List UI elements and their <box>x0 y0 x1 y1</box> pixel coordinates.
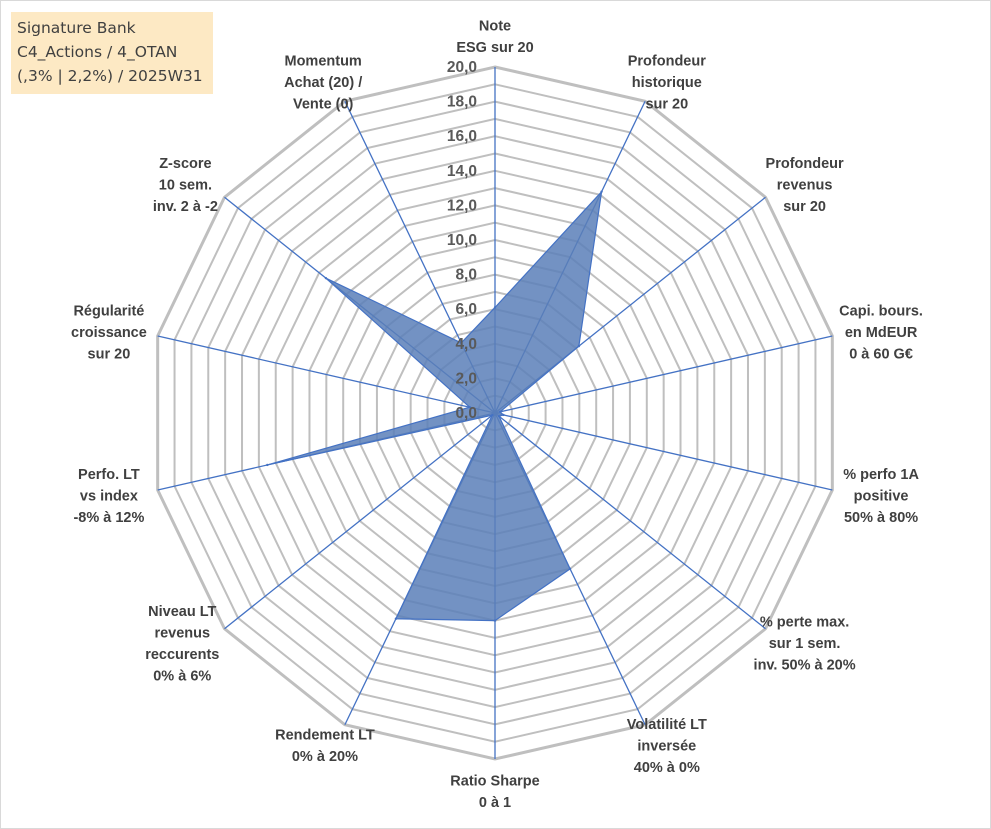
tick-label: 2,0 <box>455 370 477 387</box>
axis-label-line: reccurents <box>145 647 219 663</box>
axis-label-line: Ratio Sharpe <box>450 774 539 790</box>
data-point <box>600 190 603 193</box>
title-line-category: C4_Actions / 4_OTAN <box>17 43 178 61</box>
axis-label-line: Volatilité LT <box>627 717 707 733</box>
data-point <box>460 341 463 345</box>
axis-spoke <box>494 412 833 491</box>
tick-label: 4,0 <box>455 336 477 353</box>
axis-label-line: positive <box>854 489 909 505</box>
tick-label: 8,0 <box>455 267 477 284</box>
axis-label: Niveau LT revenus reccurents 0% à 6% <box>145 604 219 685</box>
axis-label: % perte max. sur 1 sem. inv. 50% à 20% <box>754 615 856 674</box>
axis-label-line: inv. 50% à 20% <box>754 658 856 674</box>
axis-label-line: 10 sem. <box>159 177 212 193</box>
axis-label: Volatilité LT inversée 40% à 0% <box>627 717 707 776</box>
tick-label: 6,0 <box>455 301 477 318</box>
axis-label: Note ESG sur 20 <box>456 19 533 57</box>
axis-label: Profondeur historique sur 20 <box>628 54 706 113</box>
axis-label-line: 0 à 60 G€ <box>849 346 913 362</box>
axis-label-line: Vente (0) <box>293 97 354 113</box>
axis-label-line: 50% à 80% <box>844 510 918 526</box>
data-point <box>568 567 572 571</box>
axis-label-line: ESG sur 20 <box>456 40 533 56</box>
axis-label-line: inv. 2 à -2 <box>153 199 218 215</box>
radar-axis-labels: Note ESG sur 20 Profondeur historique sur 20… <box>71 19 923 812</box>
axis-label-line: sur 20 <box>88 346 131 362</box>
axis-label-line: 40% à 0% <box>634 760 700 776</box>
axis-label: Capi. bours. en MdEUR 0 à 60 G€ <box>839 303 923 362</box>
axis-spoke <box>494 335 833 414</box>
axis-label: Régularité croissance sur 20 <box>71 303 147 362</box>
axis-label-line: 0% à 6% <box>153 668 211 684</box>
data-point <box>493 306 497 309</box>
axis-label-line: vs index <box>80 489 138 505</box>
chart-title-box: Signature Bank C4_Actions / 4_OTAN (,3% … <box>11 12 213 94</box>
axis-label-line: Régularité <box>73 303 144 319</box>
title-line-company: Signature Bank <box>17 19 136 37</box>
axis-label: Z-score 10 sem. inv. 2 à -2 <box>153 156 218 215</box>
axis-label-line: sur 20 <box>645 97 688 113</box>
data-point <box>266 463 269 467</box>
tick-label: 20,0 <box>447 59 477 76</box>
axis-label-line: Perfo. LT <box>78 467 140 483</box>
axis-label-line: en MdEUR <box>845 325 918 341</box>
axis-label: Profondeur revenus sur 20 <box>766 156 844 215</box>
tick-label: 16,0 <box>447 128 477 145</box>
axis-label-line: revenus <box>777 177 833 193</box>
tick-label: 18,0 <box>447 94 477 111</box>
axis-label-line: Capi. bours. <box>839 303 923 319</box>
axis-label-line: Achat (20) / <box>284 75 362 91</box>
axis-label-line: Rendement LT <box>275 728 375 744</box>
tick-label: 10,0 <box>447 232 477 249</box>
data-point <box>577 344 581 348</box>
data-point <box>493 619 497 622</box>
axis-label-line: revenus <box>154 625 210 641</box>
axis-label-line: 0% à 20% <box>292 749 358 765</box>
axis-label-line: % perte max. <box>760 615 849 631</box>
data-point <box>498 410 502 414</box>
axis-label-line: croissance <box>71 325 147 341</box>
axis-label-line: inversée <box>637 738 696 754</box>
axis-label-line: 0 à 1 <box>479 795 511 811</box>
axis-label: Rendement LT 0% à 20% <box>275 728 375 766</box>
axis-label-line: % perfo 1A <box>843 467 919 483</box>
axis-label-line: Profondeur <box>628 54 706 70</box>
axis-label-line: historique <box>632 75 702 91</box>
axis-label: % perfo 1A positive 50% à 80% <box>843 467 919 526</box>
axis-spoke <box>224 412 496 630</box>
axis-label-line: -8% à 12% <box>73 510 144 526</box>
axis-label-line: Z-score <box>159 156 211 172</box>
axis-spoke <box>494 412 766 630</box>
data-point <box>394 617 398 620</box>
data-point <box>491 413 494 417</box>
data-point <box>324 276 328 280</box>
radar-tick-labels: 0,0 2,0 4,0 6,0 8,0 10,0 12,0 14,0 16,0 18,0 20,0 <box>447 59 477 422</box>
axis-label-line: Profondeur <box>766 156 844 172</box>
axis-label-line: sur 20 <box>783 199 826 215</box>
tick-label: 0,0 <box>455 405 477 422</box>
axis-label-line: Niveau LT <box>148 604 216 620</box>
data-point <box>502 413 505 417</box>
title-line-period: (,3% | 2,2%) / 2025W31 <box>17 67 203 85</box>
axis-label: Perfo. LT vs index -8% à 12% <box>73 467 144 526</box>
axis-label-line: sur 1 sem. <box>769 636 841 652</box>
data-point <box>468 406 471 409</box>
axis-label-line: Note <box>479 19 511 35</box>
axis-label: Momentum Achat (20) / Vente (0) <box>284 54 362 113</box>
data-point <box>497 415 501 418</box>
radar-series <box>266 189 603 622</box>
tick-label: 12,0 <box>447 197 477 214</box>
axis-label: Ratio Sharpe 0 à 1 <box>450 774 539 812</box>
axis-label-line: Momentum <box>285 54 362 70</box>
tick-label: 14,0 <box>447 163 477 180</box>
axis-spoke <box>157 335 496 414</box>
series-area <box>267 189 603 622</box>
